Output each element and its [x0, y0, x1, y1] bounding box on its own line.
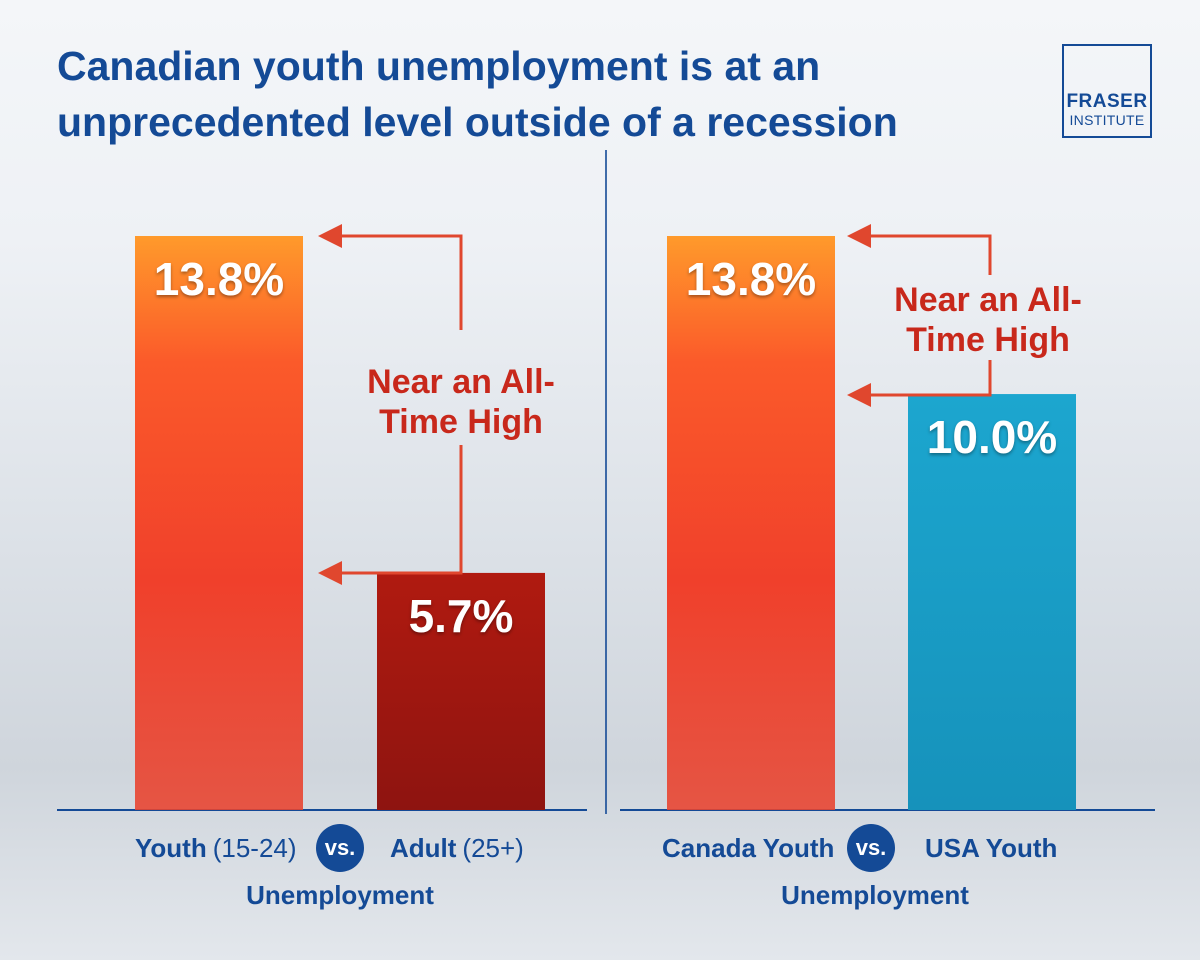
- xlabel-adult: Adult (25+): [390, 830, 524, 866]
- xlabel-youth: Youth (15-24): [135, 830, 297, 866]
- annotation-arrows-right: [847, 224, 992, 407]
- xlabel-canada-youth-name: Canada Youth: [662, 833, 835, 863]
- fraser-institute-logo: FRASER INSTITUTE: [1062, 44, 1152, 138]
- xlabel-canada-youth: Canada Youth: [662, 830, 834, 866]
- metric-label-left: Unemployment: [246, 880, 434, 910]
- xlabel-youth-name: Youth: [135, 833, 207, 863]
- value-label-adult: 5.7%: [408, 589, 514, 642]
- arrow-to-youth-top: [318, 224, 463, 330]
- bar-usa-youth: [908, 394, 1076, 810]
- annotation-line-1: Near an All-: [367, 363, 555, 401]
- vs-badge-left: vs.: [316, 824, 364, 872]
- panel-divider: [605, 150, 607, 814]
- bar-canada-youth: [667, 236, 835, 810]
- xlabel-usa-youth-name: USA Youth: [925, 833, 1058, 863]
- value-label-usa-youth: 10.0%: [926, 411, 1058, 464]
- xlabel-adult-name: Adult: [390, 833, 457, 863]
- arrow-to-usa-level: [847, 360, 992, 407]
- value-label-youth: 13.8%: [153, 253, 285, 305]
- annotation-near-all-time-high-right: Near an All- Time High: [872, 280, 1104, 360]
- logo-line-2: INSTITUTE: [1069, 112, 1145, 128]
- value-label-canada-youth: 13.8%: [685, 253, 817, 305]
- arrow-to-adult-level: [318, 445, 463, 585]
- xlabel-youth-range: (15-24): [212, 833, 297, 863]
- annotation-arrows-left: [318, 224, 463, 585]
- xlabel-adult-range: (25+): [462, 833, 524, 863]
- bar-youth-15-24: [135, 236, 303, 810]
- bar-adult-25-plus: [377, 572, 545, 810]
- xlabel-usa-youth: USA Youth: [925, 830, 1057, 866]
- annotation-near-all-time-high-left: Near an All- Time High: [345, 362, 577, 442]
- annotation-line-2: Time High: [906, 321, 1070, 359]
- annotation-line-2: Time High: [379, 403, 543, 441]
- annotation-line-1: Near an All-: [894, 281, 1082, 319]
- vs-badge-right: vs.: [847, 824, 895, 872]
- arrow-to-canada-top: [847, 224, 992, 275]
- chart-title: Canadian youth unemployment is at an unp…: [57, 43, 898, 145]
- metric-label-right: Unemployment: [781, 880, 969, 910]
- logo-line-1: FRASER: [1066, 91, 1148, 112]
